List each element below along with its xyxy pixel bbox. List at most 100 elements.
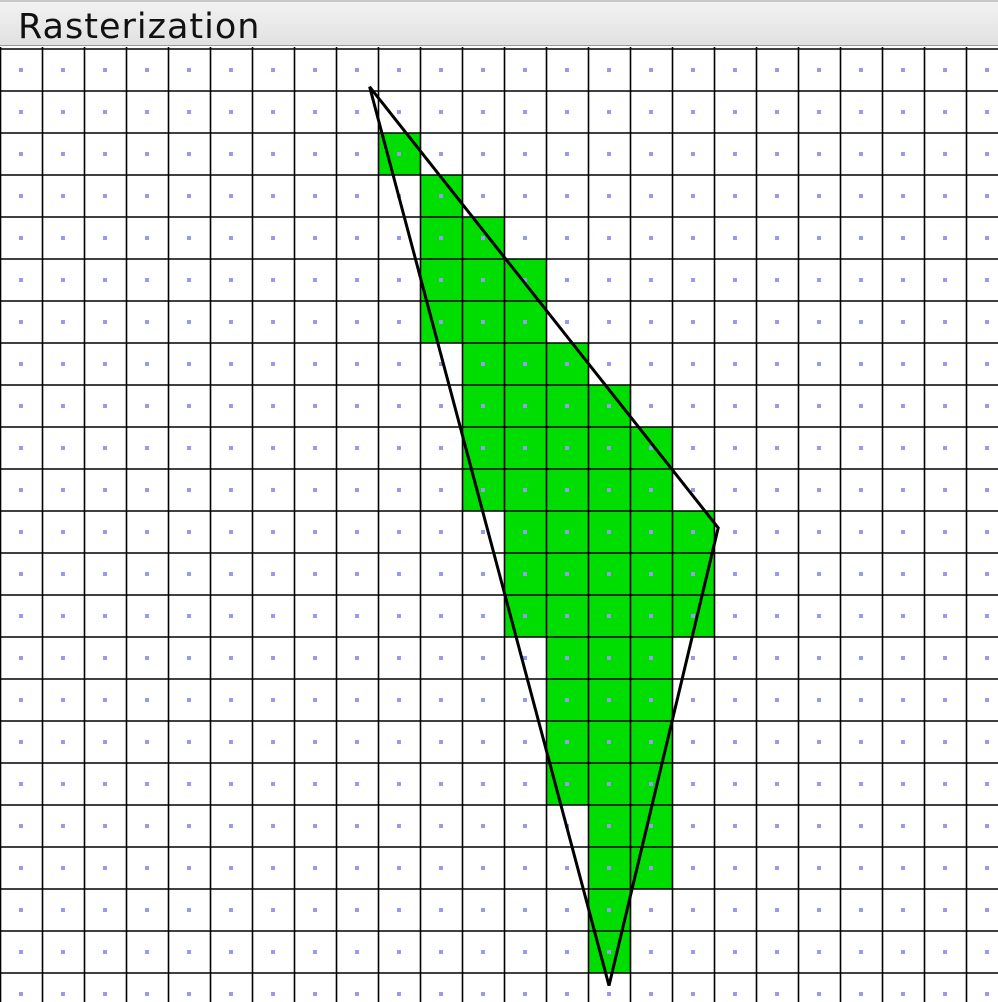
sample-point — [733, 530, 737, 534]
sample-point — [691, 656, 695, 660]
sample-point — [397, 362, 401, 366]
sample-point — [397, 698, 401, 702]
sample-point — [985, 992, 989, 996]
sample-point — [103, 698, 107, 702]
title-bar[interactable]: Rasterization — [0, 0, 998, 47]
sample-point — [103, 236, 107, 240]
sample-point — [145, 194, 149, 198]
sample-point — [19, 278, 23, 282]
sample-point — [229, 614, 233, 618]
sample-point — [103, 656, 107, 660]
sample-point — [859, 362, 863, 366]
sample-point — [733, 656, 737, 660]
sample-point — [439, 488, 443, 492]
sample-point — [775, 950, 779, 954]
sample-point — [691, 614, 695, 618]
sample-point — [397, 908, 401, 912]
sample-point — [397, 866, 401, 870]
sample-point — [229, 740, 233, 744]
sample-point — [985, 404, 989, 408]
sample-point — [985, 110, 989, 114]
sample-point — [985, 782, 989, 786]
sample-point — [565, 614, 569, 618]
sample-point — [229, 572, 233, 576]
sample-point — [775, 404, 779, 408]
sample-point — [145, 992, 149, 996]
sample-point — [145, 908, 149, 912]
sample-point — [439, 782, 443, 786]
sample-point — [649, 320, 653, 324]
sample-point — [481, 194, 485, 198]
triangle-outline — [368, 85, 720, 986]
sample-point — [229, 866, 233, 870]
sample-point — [607, 362, 611, 366]
sample-point — [481, 824, 485, 828]
sample-point — [649, 530, 653, 534]
sample-point — [775, 194, 779, 198]
sample-point — [691, 488, 695, 492]
sample-point — [607, 740, 611, 744]
pixel-grid — [0, 47, 998, 1002]
sample-point — [523, 152, 527, 156]
sample-point — [187, 614, 191, 618]
sample-point — [103, 362, 107, 366]
sample-point — [607, 446, 611, 450]
sample-point — [481, 110, 485, 114]
sample-point — [817, 278, 821, 282]
sample-point — [439, 656, 443, 660]
sample-point — [61, 488, 65, 492]
sample-point — [901, 530, 905, 534]
sample-point — [733, 320, 737, 324]
raster-canvas[interactable] — [0, 47, 998, 1002]
sample-point — [985, 68, 989, 72]
sample-point — [355, 992, 359, 996]
sample-point — [397, 110, 401, 114]
sample-point — [565, 698, 569, 702]
sample-point — [187, 782, 191, 786]
sample-point — [103, 446, 107, 450]
sample-point — [901, 782, 905, 786]
sample-point — [229, 656, 233, 660]
sample-point — [397, 530, 401, 534]
sample-point — [565, 950, 569, 954]
sample-point — [19, 992, 23, 996]
sample-point — [103, 614, 107, 618]
sample-point — [943, 362, 947, 366]
sample-point — [901, 404, 905, 408]
sample-point — [397, 278, 401, 282]
sample-point — [607, 530, 611, 534]
sample-point — [985, 908, 989, 912]
sample-point — [397, 824, 401, 828]
sample-point — [859, 236, 863, 240]
sample-point — [565, 110, 569, 114]
sample-point — [649, 824, 653, 828]
sample-point — [775, 656, 779, 660]
sample-point — [481, 866, 485, 870]
sample-point — [817, 782, 821, 786]
sample-point — [229, 68, 233, 72]
sample-point — [187, 824, 191, 828]
sample-point — [901, 194, 905, 198]
sample-point — [481, 656, 485, 660]
sample-point — [649, 992, 653, 996]
sample-point — [355, 236, 359, 240]
sample-point — [355, 404, 359, 408]
sample-point — [733, 68, 737, 72]
sample-point — [523, 782, 527, 786]
sample-point — [397, 656, 401, 660]
sample-point — [61, 110, 65, 114]
sample-point — [313, 488, 317, 492]
sample-point — [439, 404, 443, 408]
sample-point — [817, 530, 821, 534]
sample-point — [943, 110, 947, 114]
sample-point — [523, 656, 527, 660]
sample-point — [145, 824, 149, 828]
sample-point — [355, 68, 359, 72]
sample-point — [775, 362, 779, 366]
sample-point — [817, 68, 821, 72]
sample-point — [817, 152, 821, 156]
sample-point — [859, 278, 863, 282]
sample-point — [985, 278, 989, 282]
sample-point — [229, 236, 233, 240]
sample-point — [733, 824, 737, 828]
